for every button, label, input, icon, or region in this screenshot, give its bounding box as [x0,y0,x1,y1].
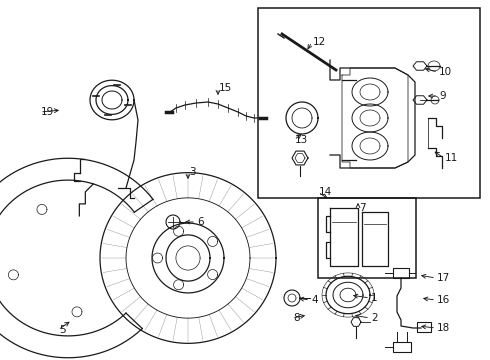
Text: 16: 16 [437,295,450,305]
Bar [258,8,480,198]
Text: 2: 2 [371,313,378,323]
Bar [393,268,409,278]
Text: 13: 13 [295,135,308,145]
Bar [393,342,411,352]
Bar [318,198,416,278]
Text: 18: 18 [437,323,450,333]
Text: 11: 11 [445,153,458,163]
Text: 15: 15 [219,83,232,93]
Bar [417,322,431,332]
Text: 10: 10 [439,67,452,77]
Text: 17: 17 [437,273,450,283]
Text: 6: 6 [197,217,204,227]
Text: 9: 9 [439,91,445,101]
Text: 5: 5 [59,325,66,335]
Text: 4: 4 [311,295,318,305]
Text: 7: 7 [359,203,366,213]
Text: 3: 3 [189,167,196,177]
Text: 8: 8 [293,313,299,323]
Text: 14: 14 [319,187,332,197]
Text: 19: 19 [41,107,54,117]
Text: 12: 12 [313,37,326,47]
Text: 1: 1 [371,293,378,303]
